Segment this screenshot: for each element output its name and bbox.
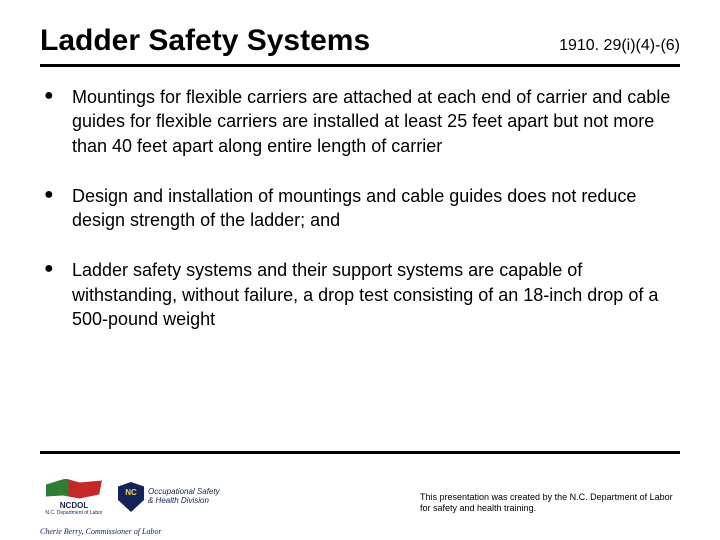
bullet-list: Mountings for flexible carriers are atta… <box>40 85 680 331</box>
bullet-item: Design and installation of mountings and… <box>44 184 680 233</box>
ncdol-label: NCDOL <box>60 501 88 510</box>
header: Ladder Safety Systems 1910. 29(i)(4)-(6) <box>40 24 680 67</box>
slide-title: Ladder Safety Systems <box>40 24 370 58</box>
slide: Ladder Safety Systems 1910. 29(i)(4)-(6)… <box>0 0 720 540</box>
commissioner-line: Cherie Berry, Commissioner of Labor <box>40 527 162 536</box>
osh-logo: Occupational Safety & Health Division <box>118 482 220 512</box>
bullet-item: Mountings for flexible carriers are atta… <box>44 85 680 158</box>
nc-state-icon <box>46 479 102 499</box>
ncdol-dept: N.C. Department of Labor <box>45 510 102 516</box>
disclaimer-text: This presentation was created by the N.C… <box>420 492 680 515</box>
shield-icon <box>118 482 144 512</box>
osh-line-2: & Health Division <box>148 497 220 506</box>
ncdol-logo: NCDOL N.C. Department of Labor <box>40 472 108 522</box>
osh-text: Occupational Safety & Health Division <box>148 488 220 506</box>
regulation-code: 1910. 29(i)(4)-(6) <box>559 37 680 55</box>
footer-rule <box>40 451 680 454</box>
bullet-item: Ladder safety systems and their support … <box>44 258 680 331</box>
footer-logos: NCDOL N.C. Department of Labor Occupatio… <box>40 472 220 522</box>
